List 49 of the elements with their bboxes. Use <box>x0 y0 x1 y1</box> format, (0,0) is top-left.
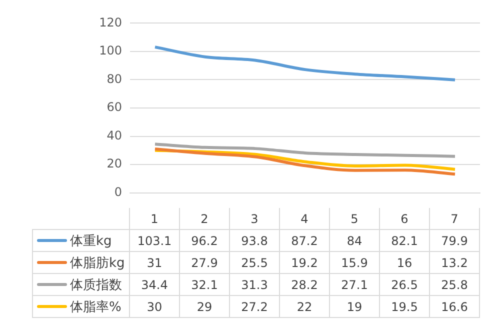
y-tick-label: 20 <box>106 156 122 171</box>
x-tick-label: 2 <box>180 208 230 230</box>
data-label: 25.5 <box>230 252 280 274</box>
x-tick-label: 6 <box>380 208 430 230</box>
data-label: 19 <box>330 296 380 318</box>
data-label: 13.2 <box>430 252 480 274</box>
data-label: 25.8 <box>430 274 480 296</box>
line-series <box>154 147 456 176</box>
data-label: 22 <box>280 296 330 318</box>
data-label: 16.6 <box>430 296 480 318</box>
data-label: 16 <box>380 252 430 274</box>
line-series <box>154 142 456 158</box>
legend-label: 体脂率% <box>70 298 122 316</box>
data-label: 87.2 <box>280 230 330 252</box>
y-tick-label: 80 <box>106 72 122 86</box>
data-label: 79.9 <box>430 230 480 252</box>
y-tick-label: 100 <box>99 44 122 58</box>
x-tick-label: 3 <box>230 208 280 230</box>
data-label: 31.3 <box>230 274 280 296</box>
data-label: 31 <box>130 252 180 274</box>
x-tick-label: 7 <box>430 208 480 230</box>
y-tick-label: 60 <box>106 100 122 114</box>
legend-label: 体脂肪kg <box>70 254 125 272</box>
data-label: 32.1 <box>180 274 230 296</box>
data-label: 82.1 <box>380 230 430 252</box>
data-label: 19.2 <box>280 252 330 274</box>
data-label: 34.4 <box>130 274 180 296</box>
data-label: 27.9 <box>180 252 230 274</box>
data-label: 84 <box>330 230 380 252</box>
x-tick-label: 5 <box>330 208 380 230</box>
legend-label: 体重kg <box>70 232 112 250</box>
data-label: 29 <box>180 296 230 318</box>
data-label: 19.5 <box>380 296 430 318</box>
y-tick-label: 40 <box>106 128 122 142</box>
x-tick-label: 4 <box>280 208 330 230</box>
data-label: 15.9 <box>330 252 380 274</box>
data-label: 26.5 <box>380 274 430 296</box>
legend-label: 体质指数 <box>70 276 122 294</box>
y-tick-label: 120 <box>99 15 122 30</box>
data-label: 93.8 <box>230 230 280 252</box>
data-label: 30 <box>130 296 180 318</box>
data-label: 27.1 <box>330 274 380 296</box>
data-label: 103.1 <box>130 230 180 252</box>
data-label: 96.2 <box>180 230 230 252</box>
data-label: 27.2 <box>230 296 280 318</box>
data-label: 28.2 <box>280 274 330 296</box>
x-tick-label: 1 <box>130 208 180 230</box>
line-series <box>154 46 456 82</box>
y-tick-label: 0 <box>114 184 122 199</box>
